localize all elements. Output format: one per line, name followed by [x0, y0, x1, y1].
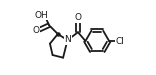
Text: N: N [65, 35, 71, 44]
Text: O: O [75, 13, 82, 22]
Text: O: O [32, 26, 39, 35]
Text: Cl: Cl [116, 37, 124, 46]
Text: OH: OH [35, 11, 49, 20]
